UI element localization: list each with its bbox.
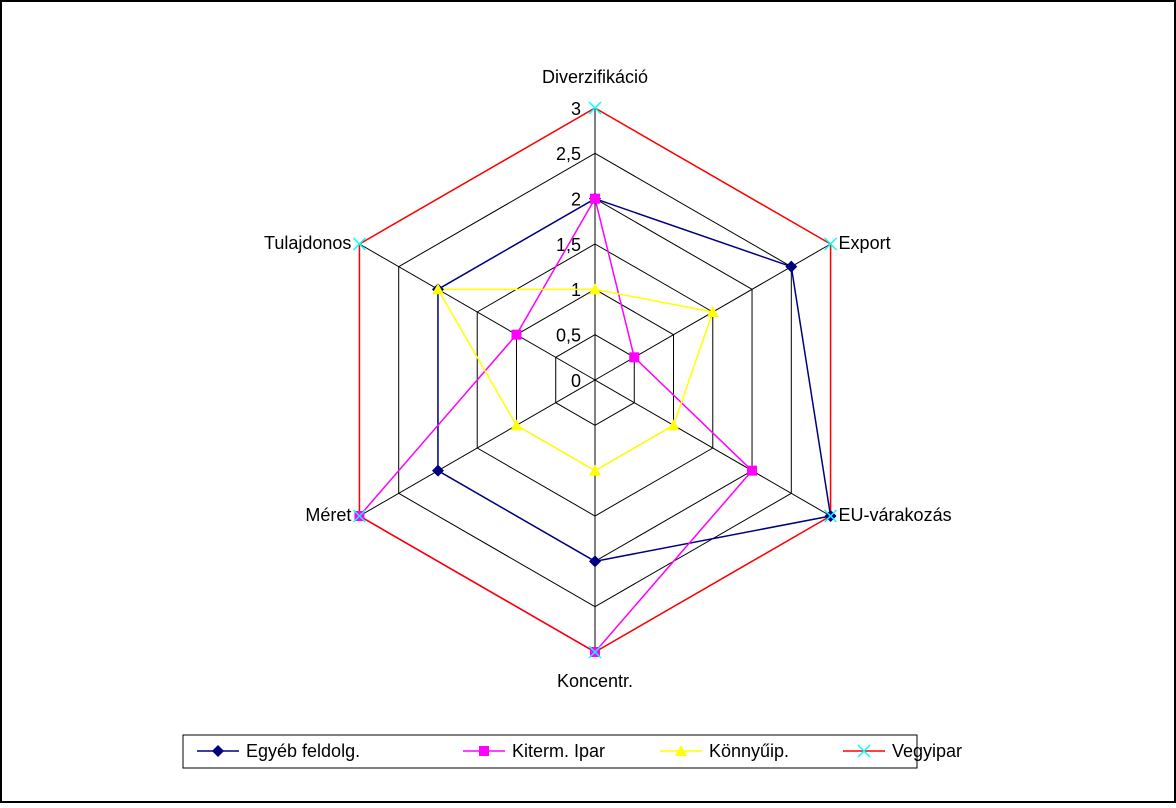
axis-spoke [594,379,831,517]
category-label: EU-várakozás [839,505,952,525]
y-tick-label: 3 [571,99,581,119]
y-tick-label: 2,5 [556,144,581,164]
legend-marker [212,745,224,757]
legend-marker [675,745,687,756]
data-point [747,465,758,476]
data-point [824,237,838,251]
legend-label: Vegyipar [892,741,962,761]
data-point [589,464,601,476]
legend-box [182,734,918,769]
data-point [629,352,640,363]
data-point [588,645,602,659]
data-point [706,306,719,317]
data-point [431,283,444,295]
data-point [352,509,366,523]
axis-spoke [359,243,596,381]
data-point [589,555,601,568]
data-point [510,419,523,431]
legend-label: Könnyűip. [709,741,789,761]
y-tick-label: 0,5 [556,325,581,345]
category-label: Diverzifikáció [542,67,648,87]
data-point [785,260,798,273]
data-point [588,101,602,115]
category-label: Export [839,233,891,253]
legend-marker [857,744,871,758]
y-tick-label: 2 [571,189,581,209]
data-point [589,283,601,295]
category-label: Tulajdonos [264,233,351,253]
legend-label: Egyéb feldolg. [246,741,360,761]
data-point [590,193,600,204]
data-point [431,464,444,477]
data-point [667,419,680,431]
data-point [824,509,838,523]
category-label: Méret [305,505,351,525]
axis-spoke [359,379,596,517]
legend-marker [479,746,489,756]
category-label: Koncentr. [557,671,633,691]
legend-label: Kiterm. Ipar [512,741,605,761]
y-tick-label: 0 [571,371,581,391]
data-point [352,237,366,251]
data-point [511,329,522,340]
